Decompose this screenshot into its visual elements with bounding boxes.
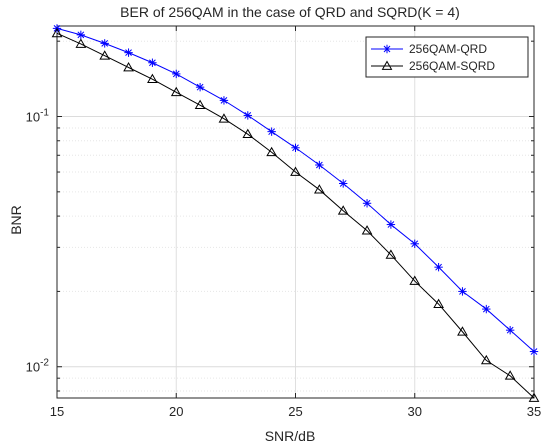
plot-area xyxy=(51,24,540,402)
data-point xyxy=(242,128,254,139)
data-point xyxy=(124,48,133,57)
data-point xyxy=(76,30,86,40)
series-256qam-qrd xyxy=(52,24,539,356)
data-point xyxy=(99,50,111,60)
x-tick-label: 20 xyxy=(169,404,183,419)
data-point xyxy=(362,199,372,208)
data-point xyxy=(386,220,396,229)
series-line xyxy=(56,32,535,399)
y-axis-label: BNR xyxy=(8,205,24,235)
data-point xyxy=(528,392,540,402)
y-tick-label: 10-1 xyxy=(26,108,50,125)
data-point xyxy=(313,184,325,194)
data-point xyxy=(51,27,63,38)
legend-item: 256QAM-SQRD xyxy=(371,59,495,73)
data-point xyxy=(100,39,109,48)
data-point xyxy=(458,287,467,296)
legend: 256QAM-QRD 256QAM-SQRD xyxy=(365,36,529,78)
legend-box xyxy=(365,36,529,78)
data-point xyxy=(482,304,491,314)
data-point xyxy=(457,326,468,336)
y-tick-label: 10-2 xyxy=(26,358,50,375)
x-tick-label: 15 xyxy=(50,404,64,419)
x-tick-label: 30 xyxy=(408,404,422,419)
legend-label: 256QAM-SQRD xyxy=(409,59,495,73)
y-tick-labels: 10-1 10-2 xyxy=(26,108,50,375)
data-point xyxy=(529,347,539,356)
data-point xyxy=(291,143,300,152)
data-point xyxy=(148,58,157,67)
data-point xyxy=(219,96,229,105)
data-point xyxy=(381,60,393,70)
data-point xyxy=(337,205,349,215)
legend-item: 256QAM-QRD xyxy=(371,42,487,56)
data-point xyxy=(194,99,206,110)
chart-title: BER of 256QAM in the case of QRD and SQR… xyxy=(120,4,460,20)
data-point xyxy=(434,262,443,272)
data-point xyxy=(382,44,392,54)
data-point xyxy=(361,225,373,235)
data-point xyxy=(267,127,276,136)
data-point xyxy=(385,249,397,259)
data-point xyxy=(290,166,301,176)
data-point xyxy=(75,38,87,48)
data-point xyxy=(339,179,348,188)
data-point xyxy=(218,113,230,123)
data-point xyxy=(147,73,158,84)
data-point xyxy=(243,111,252,120)
data-point xyxy=(433,298,444,308)
x-tick-label: 25 xyxy=(288,404,302,419)
data-point xyxy=(315,160,324,170)
data-point xyxy=(266,146,278,157)
data-point xyxy=(172,69,181,79)
series xyxy=(51,24,540,402)
data-point xyxy=(123,61,134,72)
data-point xyxy=(480,354,492,365)
data-point xyxy=(505,325,515,335)
data-point xyxy=(410,239,419,248)
series-256qam-sqrd xyxy=(51,27,540,402)
x-axis-label: SNR/dB xyxy=(265,428,316,444)
x-tick-label: 35 xyxy=(527,404,541,419)
data-point xyxy=(195,82,205,92)
legend-label: 256QAM-QRD xyxy=(409,42,487,56)
data-point xyxy=(504,370,516,380)
data-point xyxy=(409,275,421,285)
x-tick-labels: 15 20 25 30 35 xyxy=(50,404,541,419)
data-point xyxy=(170,86,182,97)
